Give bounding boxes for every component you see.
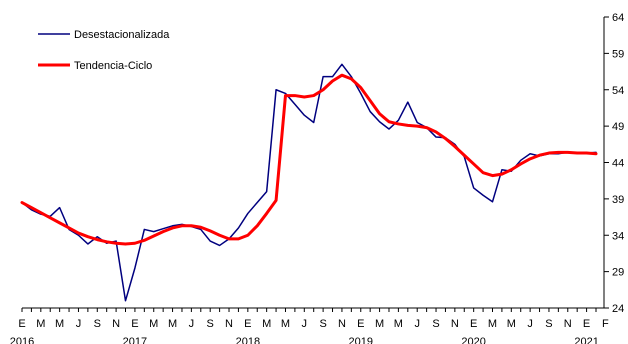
- y-tick-label: 64: [612, 12, 624, 24]
- y-tick-label: 24: [612, 303, 624, 315]
- x-month-label: F: [602, 318, 609, 330]
- x-month-label: S: [545, 318, 552, 330]
- x-month-label: E: [357, 318, 364, 330]
- x-month-label: N: [564, 318, 572, 330]
- x-month-label: S: [432, 318, 439, 330]
- x-month-label: M: [55, 318, 64, 330]
- x-month-label: J: [189, 318, 195, 330]
- x-month-label: M: [36, 318, 45, 330]
- x-month-label: S: [94, 318, 101, 330]
- x-month-label: J: [414, 318, 420, 330]
- x-month-label: E: [244, 318, 251, 330]
- x-month-label: J: [76, 318, 82, 330]
- series-layer: [20, 63, 598, 302]
- y-tick-label: 54: [612, 85, 624, 97]
- series-line-tendencia-ciclo: [20, 73, 598, 246]
- series-line-desestacionalizada: [21, 63, 597, 302]
- y-tick-label: 49: [612, 121, 624, 133]
- x-month-label: M: [394, 318, 403, 330]
- y-tick-label: 39: [612, 194, 624, 206]
- x-month-label: N: [112, 318, 120, 330]
- x-month-label: J: [527, 318, 533, 330]
- x-year-label: 2019: [349, 336, 373, 344]
- x-month-label: E: [18, 318, 25, 330]
- x-month-label: J: [302, 318, 308, 330]
- x-month-label: M: [168, 318, 177, 330]
- x-year-label: 2017: [123, 336, 147, 344]
- x-month-label: N: [225, 318, 233, 330]
- x-month-label: M: [488, 318, 497, 330]
- x-month-label: N: [338, 318, 346, 330]
- legend-label-tendencia-ciclo: Tendencia-Ciclo: [74, 60, 152, 72]
- x-month-label: M: [149, 318, 158, 330]
- y-tick-label: 59: [612, 48, 624, 60]
- x-month-label: S: [207, 318, 214, 330]
- x-year-label: 2020: [461, 336, 485, 344]
- x-month-label: M: [507, 318, 516, 330]
- x-year-label: 2021: [574, 336, 598, 344]
- y-tick-label: 29: [612, 267, 624, 279]
- x-month-label: E: [470, 318, 477, 330]
- x-month-label: E: [583, 318, 590, 330]
- x-month-label: M: [262, 318, 271, 330]
- x-month-label: M: [375, 318, 384, 330]
- x-month-label: N: [451, 318, 459, 330]
- chart-legend: Desestacionalizada Tendencia-Ciclo: [38, 29, 170, 72]
- y-tick-label: 34: [612, 230, 624, 242]
- x-month-label: M: [281, 318, 290, 330]
- x-month-label: S: [319, 318, 326, 330]
- legend-label-desestacionalizada: Desestacionalizada: [74, 29, 170, 41]
- x-year-label: 2016: [10, 336, 34, 344]
- x-year-label: 2018: [236, 336, 260, 344]
- y-tick-label: 44: [612, 158, 624, 170]
- x-month-label: E: [131, 318, 138, 330]
